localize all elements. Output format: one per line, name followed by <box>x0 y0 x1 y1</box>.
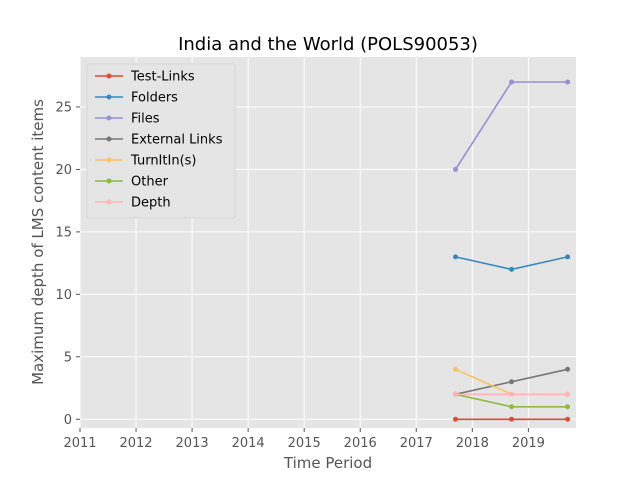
series-depth <box>453 391 571 397</box>
legend-swatch-marker <box>106 115 112 121</box>
legend-entry: Folders <box>95 91 178 106</box>
data-point <box>509 404 515 410</box>
data-point <box>565 416 571 422</box>
legend-swatch-marker <box>106 136 112 142</box>
x-axis-label: Time Period <box>283 454 372 472</box>
legend-swatch-marker <box>106 199 112 205</box>
series-layer <box>453 79 571 422</box>
x-tick-label: 2017 <box>400 436 433 451</box>
legend-entry: Depth <box>95 196 171 211</box>
x-tick-label: 2014 <box>232 436 265 451</box>
legend-swatch-marker <box>106 73 112 79</box>
y-tick-label: 5 <box>64 350 72 365</box>
legend-label: Test-Links <box>130 70 195 85</box>
data-point <box>509 266 515 272</box>
legend-entry: Files <box>95 112 160 127</box>
data-point <box>565 254 571 260</box>
legend-label: TurnItIn(s) <box>130 154 196 169</box>
legend-swatch-marker <box>106 94 112 100</box>
data-point <box>453 254 459 260</box>
x-tick-label: 2012 <box>119 436 152 451</box>
data-point <box>453 366 459 372</box>
x-tick-label: 2015 <box>288 436 321 451</box>
y-tick-label: 10 <box>55 288 72 303</box>
data-point <box>565 404 571 410</box>
x-tick-label: 2013 <box>176 436 209 451</box>
legend-label: Other <box>131 175 169 190</box>
axis-ticks: 2011 2012 2013 2014 2015 2016 2017 2018 20190510… <box>55 100 544 451</box>
data-point <box>565 391 571 397</box>
legend-label: Depth <box>131 196 171 211</box>
legend: Test-Links Folders Files External Links Turn… <box>86 63 236 219</box>
y-tick-label: 0 <box>64 413 72 428</box>
data-point <box>453 166 459 172</box>
data-point <box>565 79 571 85</box>
x-tick-label: 2011 <box>63 436 96 451</box>
chart-title: India and the World (POLS90053) <box>178 34 478 55</box>
data-point <box>509 391 515 397</box>
y-tick-label: 20 <box>55 163 72 178</box>
x-tick-label: 2018 <box>456 436 489 451</box>
series-folders <box>453 254 571 272</box>
x-tick-label: 2016 <box>344 436 377 451</box>
legend-box <box>86 63 236 219</box>
legend-entry: Other <box>95 175 169 190</box>
legend-label: External Links <box>131 133 223 148</box>
legend-entry: External Links <box>95 133 223 148</box>
legend-swatch-marker <box>106 157 112 163</box>
y-tick-label: 25 <box>55 100 72 115</box>
y-axis-label: Maximum depth of LMS content items <box>29 99 47 385</box>
legend-entry: Test-Links <box>95 70 195 85</box>
series-test-links <box>453 416 571 422</box>
y-tick-label: 15 <box>55 225 72 240</box>
x-tick-label: 2019 <box>512 436 545 451</box>
data-point <box>453 416 459 422</box>
legend-swatch-marker <box>106 178 112 184</box>
data-point <box>453 391 459 397</box>
data-point <box>509 416 515 422</box>
legend-entry: TurnItIn(s) <box>95 154 196 169</box>
legend-label: Folders <box>131 91 178 106</box>
data-point <box>509 79 515 85</box>
series-files <box>453 79 571 172</box>
legend-label: Files <box>131 112 160 127</box>
data-point <box>509 379 515 385</box>
data-point <box>565 366 571 372</box>
